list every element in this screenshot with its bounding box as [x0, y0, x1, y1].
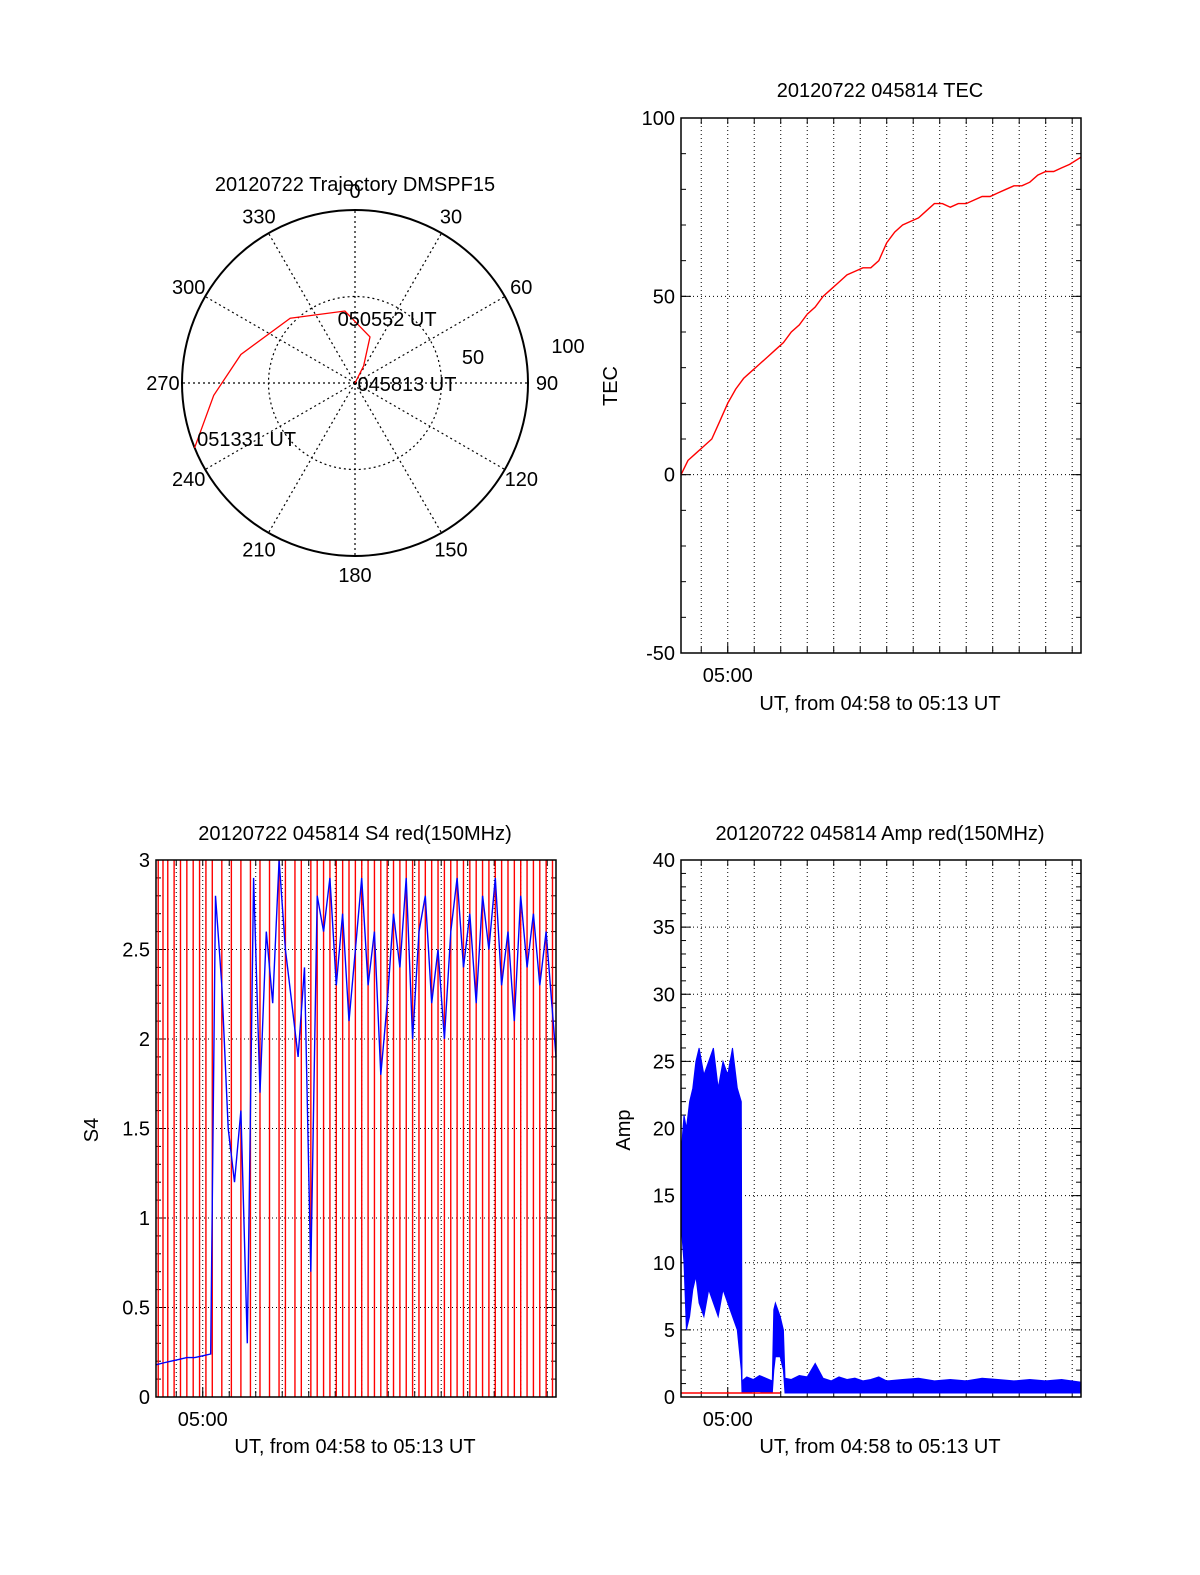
trajectory-track [193, 310, 371, 449]
plot-frame [680, 117, 1082, 654]
amplitude-envelope [680, 1047, 1082, 1394]
x-tick-label: 05:00 [703, 1409, 753, 1431]
plot-frame [155, 859, 557, 1398]
azimuth-label: 60 [510, 277, 532, 299]
polar-spoke [204, 295, 356, 384]
tec-plot: 20120722 045814 TEC UT, from 04:58 to 05… [600, 80, 1082, 715]
track-time-label: 051331 UT [197, 429, 296, 451]
polar-spoke [267, 232, 356, 384]
y-tick-label: 40 [653, 850, 675, 872]
radius-label: 100 [551, 336, 584, 358]
azimuth-label: 30 [440, 207, 462, 229]
polar-outer-circle [181, 209, 529, 557]
s4-plot: 20120722 045814 S4 red(150MHz) UT, from … [81, 823, 557, 1458]
series-line [155, 859, 557, 1366]
azimuth-label: 180 [338, 565, 371, 587]
y-tick-label: 100 [642, 108, 675, 130]
amp-plot: 20120722 045814 Amp red(150MHz) UT, from… [613, 823, 1082, 1458]
y-tick-label: -50 [646, 643, 675, 665]
y-tick-label: 25 [653, 1051, 675, 1073]
tec-ylabel: TEC [600, 366, 622, 406]
y-tick-label: 15 [653, 1186, 675, 1208]
azimuth-label: 210 [242, 539, 275, 561]
trajectory-polar-plot: 20120722 Trajectory DMSPF15 0 30 60 90 120 15… [146, 174, 584, 587]
tec-title: 20120722 045814 TEC [777, 80, 983, 102]
amp-title: 20120722 045814 Amp red(150MHz) [715, 823, 1044, 845]
y-tick-label: 5 [664, 1320, 675, 1342]
azimuth-label: 0 [349, 181, 360, 203]
series-line [680, 156, 1082, 476]
tec-xlabel: UT, from 04:58 to 05:13 UT [759, 693, 1000, 715]
polar-spoke [354, 232, 443, 384]
x-tick-label: 05:00 [703, 665, 753, 687]
y-tick-label: 1.5 [122, 1119, 150, 1141]
y-tick-label: 0.5 [122, 1298, 150, 1320]
y-tick-label: 35 [653, 917, 675, 939]
s4-xlabel: UT, from 04:58 to 05:13 UT [234, 1436, 475, 1458]
plot-frame [680, 859, 1082, 1398]
track-time-label: 045813 UT [358, 374, 457, 396]
y-tick-label: 30 [653, 984, 675, 1006]
y-tick-label: 2 [139, 1029, 150, 1051]
amp-xlabel: UT, from 04:58 to 05:13 UT [759, 1436, 1000, 1458]
y-tick-label: 20 [653, 1119, 675, 1141]
azimuth-label: 90 [536, 373, 558, 395]
amp-ylabel: Amp [613, 1109, 635, 1150]
y-tick-label: 0 [664, 465, 675, 487]
polar-spoke [204, 382, 356, 471]
x-tick-label: 05:00 [178, 1409, 228, 1431]
trajectory-title: 20120722 Trajectory DMSPF15 [215, 174, 495, 196]
y-tick-label: 10 [653, 1253, 675, 1275]
y-tick-label: 0 [664, 1387, 675, 1409]
track-time-label: 050552 UT [338, 309, 437, 331]
y-tick-label: 0 [139, 1387, 150, 1409]
y-tick-label: 50 [653, 286, 675, 308]
radius-label: 50 [462, 347, 484, 369]
y-tick-label: 2.5 [122, 940, 150, 962]
azimuth-label: 120 [505, 469, 538, 491]
azimuth-label: 150 [434, 539, 467, 561]
polar-spoke [354, 295, 506, 384]
azimuth-label: 330 [242, 207, 275, 229]
s4-title: 20120722 045814 S4 red(150MHz) [198, 823, 512, 845]
polar-spoke [267, 382, 356, 534]
azimuth-label: 240 [172, 469, 205, 491]
polar-spoke [354, 382, 506, 471]
y-tick-label: 1 [139, 1208, 150, 1230]
polar-spoke [354, 382, 443, 534]
azimuth-label: 300 [172, 277, 205, 299]
s4-ylabel: S4 [81, 1118, 103, 1142]
y-tick-label: 3 [139, 850, 150, 872]
azimuth-label: 270 [146, 373, 179, 395]
